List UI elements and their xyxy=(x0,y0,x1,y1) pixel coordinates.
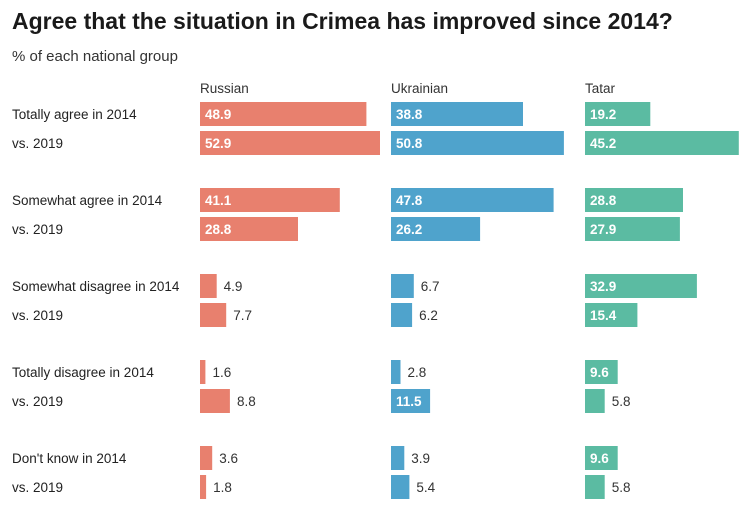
value-label-russian: 52.9 xyxy=(205,136,231,151)
value-label-tatar: 9.6 xyxy=(590,451,609,466)
value-label-tatar: 19.2 xyxy=(590,107,616,122)
bar-ukrainian xyxy=(391,274,414,298)
bar-tatar xyxy=(585,274,697,298)
value-label-russian: 41.1 xyxy=(205,193,232,208)
bar-russian xyxy=(200,475,207,499)
row-label: Totally agree in 2014 xyxy=(12,107,137,122)
bar-russian xyxy=(200,131,380,155)
bar-ukrainian xyxy=(391,446,405,470)
value-label-tatar: 5.8 xyxy=(612,394,631,409)
chart-subtitle: % of each national group xyxy=(12,48,178,65)
chart-title: Agree that the situation in Crimea has i… xyxy=(12,8,673,34)
value-label-tatar: 28.8 xyxy=(590,193,617,208)
value-label-ukrainian: 47.8 xyxy=(396,193,423,208)
value-label-ukrainian: 26.2 xyxy=(396,222,422,237)
bar-tatar xyxy=(585,303,638,327)
value-label-russian: 3.6 xyxy=(219,451,238,466)
row-label: Don't know in 2014 xyxy=(12,451,127,466)
bar-russian xyxy=(200,217,298,241)
value-label-tatar: 27.9 xyxy=(590,222,616,237)
row-label: Somewhat disagree in 2014 xyxy=(12,279,180,294)
bar-tatar xyxy=(585,217,680,241)
row-label: Somewhat agree in 2014 xyxy=(12,193,163,208)
bar-russian xyxy=(200,360,206,384)
bar-russian xyxy=(200,389,230,413)
value-label-tatar: 45.2 xyxy=(590,136,616,151)
group-label-ukrainian: Ukrainian xyxy=(391,81,448,96)
value-label-ukrainian: 2.8 xyxy=(408,365,427,380)
bar-tatar xyxy=(585,360,618,384)
value-label-russian: 1.6 xyxy=(212,365,231,380)
bar-tatar xyxy=(585,446,618,470)
value-label-ukrainian: 6.7 xyxy=(421,279,440,294)
row-label: Totally disagree in 2014 xyxy=(12,365,154,380)
row-label: vs. 2019 xyxy=(12,136,63,151)
value-label-ukrainian: 38.8 xyxy=(396,107,423,122)
bar-ukrainian xyxy=(391,102,523,126)
bar-tatar xyxy=(585,102,651,126)
group-label-tatar: Tatar xyxy=(585,81,616,96)
value-label-russian: 4.9 xyxy=(224,279,243,294)
bar-ukrainian xyxy=(391,303,413,327)
bar-russian xyxy=(200,102,367,126)
value-label-russian: 8.8 xyxy=(237,394,256,409)
bar-tatar xyxy=(585,475,605,499)
value-label-tatar: 9.6 xyxy=(590,365,609,380)
row-label: vs. 2019 xyxy=(12,394,63,409)
bar-russian xyxy=(200,446,213,470)
bar-ukrainian xyxy=(391,131,564,155)
row-label: vs. 2019 xyxy=(12,222,63,237)
value-label-ukrainian: 3.9 xyxy=(411,451,430,466)
row-label: vs. 2019 xyxy=(12,480,63,495)
value-label-tatar: 32.9 xyxy=(590,279,616,294)
bar-ukrainian xyxy=(391,475,410,499)
value-label-ukrainian: 6.2 xyxy=(419,308,438,323)
bar-tatar xyxy=(585,188,683,212)
bar-ukrainian xyxy=(391,188,554,212)
value-label-russian: 7.7 xyxy=(233,308,252,323)
group-label-russian: Russian xyxy=(200,81,249,96)
value-label-russian: 28.8 xyxy=(205,222,232,237)
value-label-tatar: 15.4 xyxy=(590,308,617,323)
bar-russian xyxy=(200,303,227,327)
value-label-ukrainian: 5.4 xyxy=(416,480,435,495)
value-label-russian: 48.9 xyxy=(205,107,231,122)
value-label-tatar: 5.8 xyxy=(612,480,631,495)
bar-tatar xyxy=(585,131,739,155)
bar-russian xyxy=(200,188,340,212)
value-label-russian: 1.8 xyxy=(213,480,232,495)
bar-ukrainian xyxy=(391,360,401,384)
value-label-ukrainian: 50.8 xyxy=(396,136,423,151)
row-label: vs. 2019 xyxy=(12,308,63,323)
bar-ukrainian xyxy=(391,389,431,413)
bar-ukrainian xyxy=(391,217,481,241)
value-label-ukrainian: 11.5 xyxy=(396,394,422,409)
bar-tatar xyxy=(585,389,605,413)
bar-russian xyxy=(200,274,217,298)
